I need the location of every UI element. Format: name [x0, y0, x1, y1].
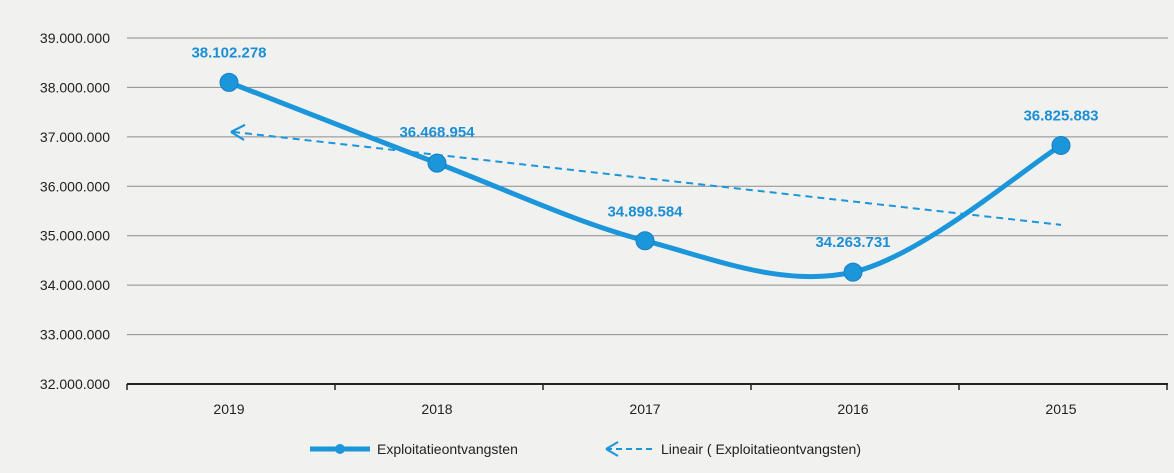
legend: Exploitatieontvangsten Lineair ( Exploit…	[310, 441, 861, 457]
y-tick-label: 36.000.000	[40, 178, 110, 194]
legend-entry-lineair: Lineair ( Exploitatieontvangsten)	[661, 441, 861, 457]
gridlines	[127, 37, 1168, 336]
data-label-2019: 38.102.278	[191, 44, 266, 61]
y-tick-label: 37.000.000	[40, 129, 110, 145]
data-label-2018: 36.468.954	[399, 124, 475, 141]
y-axis: 32.000.000 33.000.000 34.000.000 35.000.000…	[40, 30, 110, 392]
x-tick-label: 2016	[837, 401, 868, 417]
legend-entry-exploitatieontvangsten: Exploitatieontvangsten	[377, 441, 518, 457]
trend-arrow-icon	[230, 123, 246, 141]
data-point-2018	[427, 153, 447, 173]
data-point-2016	[843, 262, 863, 282]
x-tick-label: 2015	[1045, 401, 1076, 417]
y-tick-label: 35.000.000	[40, 228, 110, 244]
data-point-2017	[635, 231, 655, 251]
y-tick-label: 39.000.000	[40, 30, 110, 46]
x-axis: 2019 2018 2017 2016 2015	[126, 383, 1168, 417]
data-label-2017: 34.898.584	[607, 204, 683, 221]
trendline-layer	[230, 123, 1062, 226]
x-tick-label: 2019	[213, 401, 244, 417]
y-tick-label: 32.000.000	[40, 376, 110, 392]
x-tick-label: 2017	[629, 401, 660, 417]
series-layer	[219, 72, 1071, 282]
y-tick-label: 34.000.000	[40, 277, 110, 293]
y-tick-label: 38.000.000	[40, 79, 110, 95]
data-point-2019	[219, 72, 239, 92]
x-tick-label: 2018	[421, 401, 452, 417]
legend-marker-dot	[335, 444, 345, 454]
data-label-2015: 36.825.883	[1023, 107, 1098, 124]
legend-trend-arrow-icon	[605, 441, 619, 457]
data-label-2016: 34.263.731	[815, 234, 890, 251]
data-point-2015	[1051, 135, 1071, 155]
y-tick-label: 33.000.000	[40, 327, 110, 343]
series-lineair	[232, 130, 1062, 226]
data-labels: 38.102.278 36.468.954 34.898.584 34.263.731…	[191, 44, 1098, 251]
